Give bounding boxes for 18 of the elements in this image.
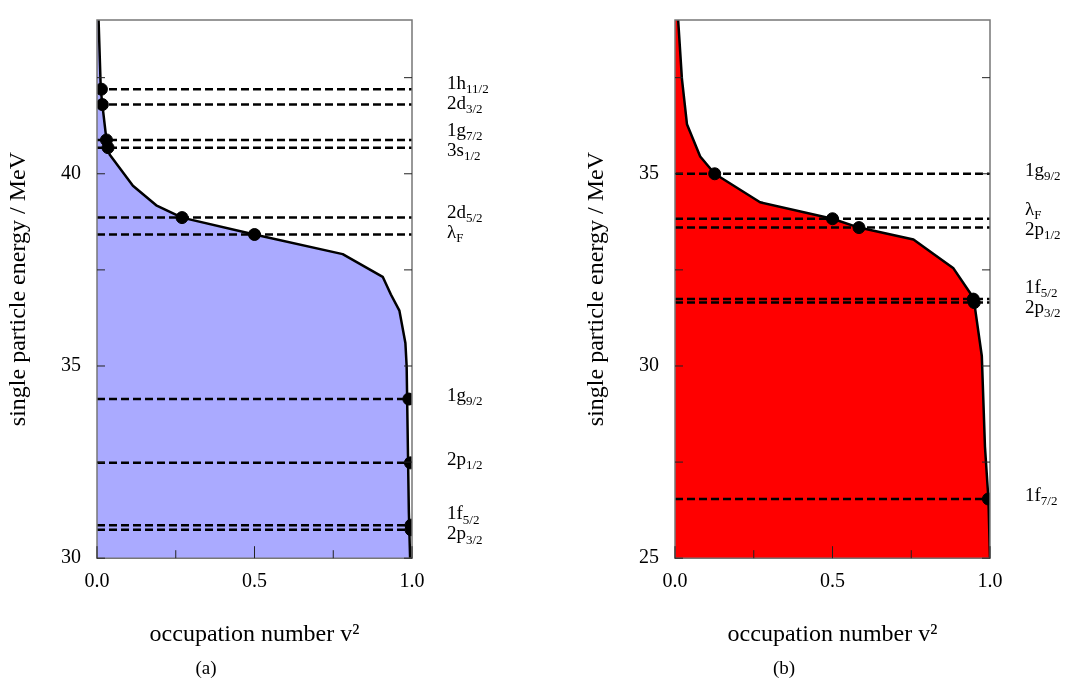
- x-axis-title: occupation number v²: [149, 620, 360, 647]
- y-axis-title: single particle energy / MeV: [581, 151, 608, 427]
- x-tick-label: 1.0: [977, 569, 1003, 592]
- y-tick-label: 40: [61, 161, 81, 184]
- x-tick-label: 1.0: [399, 569, 425, 592]
- y-tick-label: 35: [639, 161, 659, 184]
- text: (b): [772, 656, 796, 679]
- y-tick-label: 25: [639, 545, 659, 568]
- text: (a): [195, 656, 217, 679]
- y-tick-label: 30: [639, 353, 659, 376]
- y-tick-label: 30: [61, 545, 81, 568]
- x-tick-label: 0.0: [84, 569, 110, 592]
- x-tick-label: 0.5: [242, 569, 267, 592]
- x-tick-label: 0.0: [662, 569, 688, 592]
- y-tick-label: 35: [61, 353, 81, 376]
- y-axis-title: single particle energy / MeV: [3, 151, 30, 427]
- x-axis-title: occupation number v²: [727, 620, 938, 647]
- x-tick-label: 0.5: [820, 569, 845, 592]
